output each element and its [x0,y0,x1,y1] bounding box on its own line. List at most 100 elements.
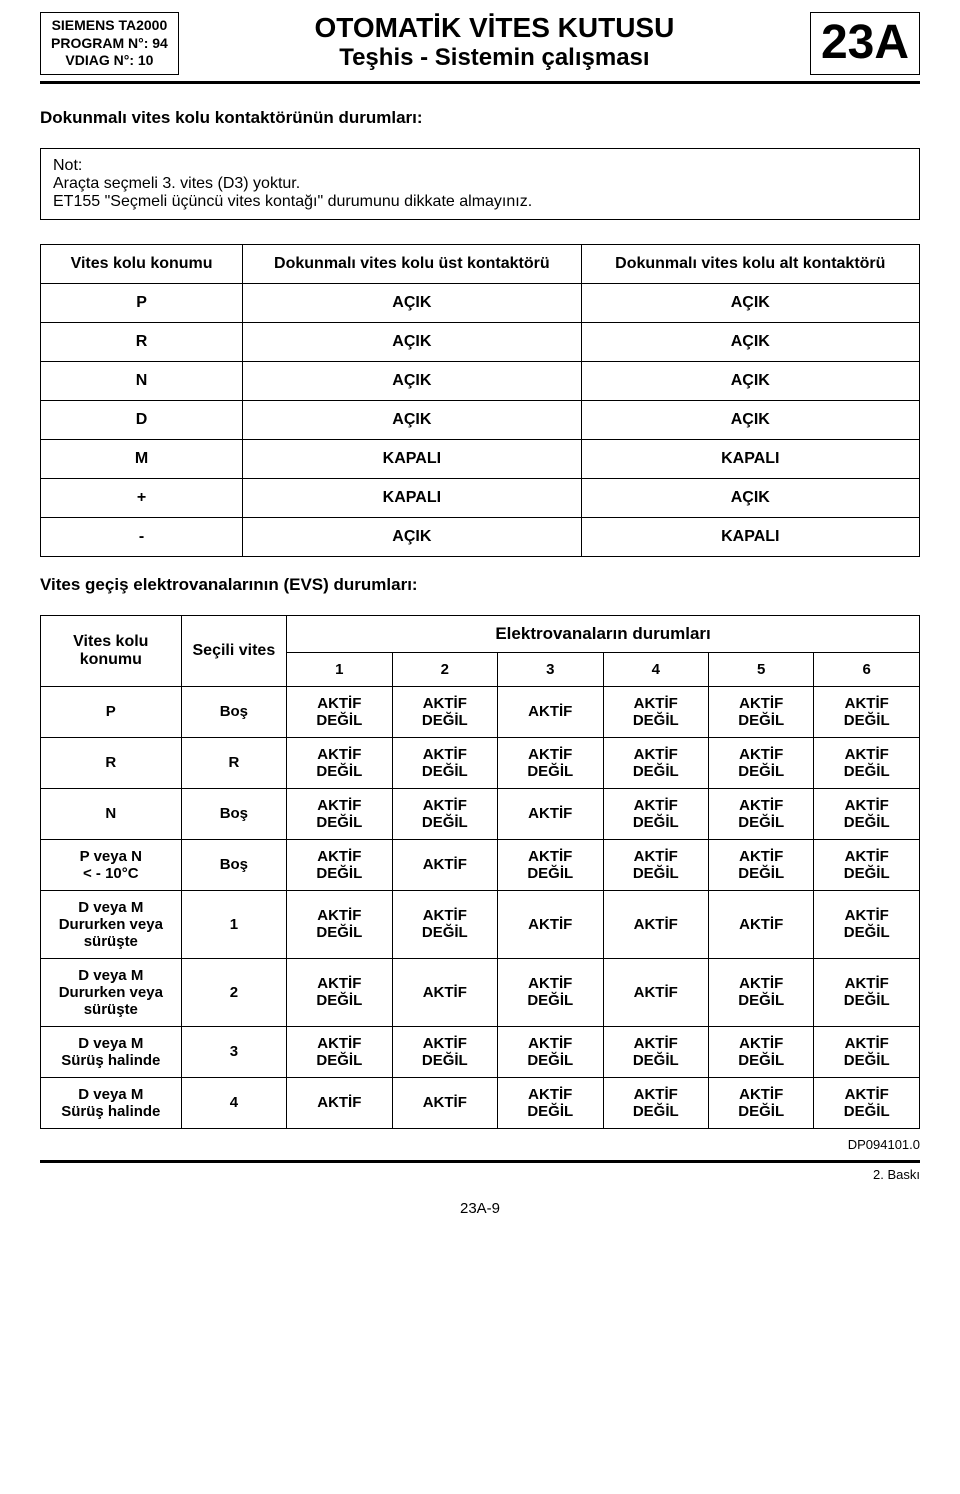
evs-state-cell: AKTİF DEĞİL [603,788,708,839]
title-line-1: OTOMATİK VİTES KUTUSU [195,12,794,44]
state-cell: KAPALI [581,517,919,556]
table-header-row: Vites kolu konumu Seçili vites Elektrova… [41,615,920,652]
title-block: OTOMATİK VİTES KUTUSU Teşhis - Sistemin … [195,12,794,75]
col-header-upper: Dokunmalı vites kolu üst kontaktörü [243,244,581,283]
section1-heading: Dokunmalı vites kolu kontaktörünün durum… [40,108,920,128]
position-cell: D veya M Dururken veya sürüşte [41,958,182,1026]
evs-state-cell: AKTİF DEĞİL [603,839,708,890]
selected-gear-cell: 3 [181,1026,286,1077]
note-line-1: Not: [53,157,907,175]
col-header-position: Vites kolu konumu [41,615,182,686]
evs-state-cell: AKTİF DEĞİL [498,1077,603,1128]
state-cell: KAPALI [243,478,581,517]
evs-state-cell: AKTİF DEĞİL [392,686,497,737]
evs-state-cell: AKTİF [392,839,497,890]
state-cell: KAPALI [243,439,581,478]
evs-state-cell: AKTİF DEĞİL [814,958,920,1026]
col-header-selected-gear: Seçili vites [181,615,286,686]
evs-table: Vites kolu konumu Seçili vites Elektrova… [40,615,920,1129]
position-cell: D veya M Sürüş halinde [41,1077,182,1128]
state-cell: AÇIK [581,478,919,517]
note-line-3: ET155 "Seçmeli üçüncü vites kontağı" dur… [53,193,907,211]
table-header-row: Vites kolu konumu Dokunmalı vites kolu ü… [41,244,920,283]
table-row: MKAPALIKAPALI [41,439,920,478]
evs-state-cell: AKTİF DEĞİL [814,1077,920,1128]
selected-gear-cell: Boş [181,788,286,839]
table-row: PBoşAKTİF DEĞİLAKTİF DEĞİLAKTİFAKTİF DEĞ… [41,686,920,737]
meta-box: SIEMENS TA2000 PROGRAM N°: 94 VDIAG N°: … [40,12,179,75]
meta-line-1: SIEMENS TA2000 [51,17,168,35]
selected-gear-cell: R [181,737,286,788]
evs-state-cell: AKTİF DEĞİL [603,1026,708,1077]
evs-state-cell: AKTİF DEĞİL [287,839,392,890]
evs-state-cell: AKTİF [603,958,708,1026]
evs-state-cell: AKTİF DEĞİL [708,686,813,737]
evs-state-cell: AKTİF DEĞİL [814,1026,920,1077]
contactor-table: Vites kolu konumu Dokunmalı vites kolu ü… [40,244,920,557]
table-row: NBoşAKTİF DEĞİLAKTİF DEĞİLAKTİFAKTİF DEĞ… [41,788,920,839]
evs-state-cell: AKTİF DEĞİL [392,1026,497,1077]
evs-state-cell: AKTİF [392,958,497,1026]
table-row: -AÇIKKAPALI [41,517,920,556]
state-cell: AÇIK [243,361,581,400]
doc-reference: DP094101.0 [40,1137,920,1152]
evs-state-cell: AKTİF DEĞİL [498,737,603,788]
evs-state-cell: AKTİF DEĞİL [498,1026,603,1077]
state-cell: AÇIK [581,361,919,400]
header-rule [40,81,920,84]
evs-state-cell: AKTİF DEĞİL [498,839,603,890]
table-row: PAÇIKAÇIK [41,283,920,322]
section-code: 23A [810,12,920,75]
position-cell: + [41,478,243,517]
evs-state-cell: AKTİF [498,890,603,958]
selected-gear-cell: 4 [181,1077,286,1128]
evs-state-cell: AKTİF DEĞİL [392,890,497,958]
table-row: RRAKTİF DEĞİLAKTİF DEĞİLAKTİF DEĞİLAKTİF… [41,737,920,788]
evs-state-cell: AKTİF DEĞİL [814,788,920,839]
selected-gear-cell: 1 [181,890,286,958]
footer-rule [40,1160,920,1163]
evs-state-cell: AKTİF DEĞİL [287,686,392,737]
table-row: D veya M Dururken veya sürüşte2AKTİF DEĞ… [41,958,920,1026]
col-header-evs-6: 6 [814,652,920,686]
evs-state-cell: AKTİF DEĞİL [392,788,497,839]
page-number: 23A-9 [40,1200,920,1217]
table-row: D veya M Dururken veya sürüşte1AKTİF DEĞ… [41,890,920,958]
selected-gear-cell: 2 [181,958,286,1026]
state-cell: KAPALI [581,439,919,478]
state-cell: AÇIK [243,283,581,322]
evs-state-cell: AKTİF DEĞİL [708,1077,813,1128]
evs-state-cell: AKTİF DEĞİL [708,788,813,839]
col-header-lower: Dokunmalı vites kolu alt kontaktörü [581,244,919,283]
position-cell: P veya N < - 10°C [41,839,182,890]
state-cell: AÇIK [243,322,581,361]
evs-state-cell: AKTİF DEĞİL [708,737,813,788]
evs-state-cell: AKTİF [392,1077,497,1128]
evs-state-cell: AKTİF [287,1077,392,1128]
note-line-2: Araçta seçmeli 3. vites (D3) yoktur. [53,175,907,193]
state-cell: AÇIK [581,283,919,322]
position-cell: P [41,283,243,322]
position-cell: N [41,788,182,839]
col-header-evs-1: 1 [287,652,392,686]
col-header-evs-states: Elektrovanaların durumları [287,615,920,652]
evs-state-cell: AKTİF DEĞİL [814,890,920,958]
evs-state-cell: AKTİF [498,686,603,737]
position-cell: R [41,322,243,361]
state-cell: AÇIK [243,517,581,556]
table-row: DAÇIKAÇIK [41,400,920,439]
state-cell: AÇIK [581,322,919,361]
evs-state-cell: AKTİF DEĞİL [603,737,708,788]
evs-state-cell: AKTİF DEĞİL [814,737,920,788]
col-header-evs-2: 2 [392,652,497,686]
evs-state-cell: AKTİF DEĞİL [708,1026,813,1077]
evs-state-cell: AKTİF DEĞİL [603,686,708,737]
table-row: D veya M Sürüş halinde3AKTİF DEĞİLAKTİF … [41,1026,920,1077]
evs-state-cell: AKTİF DEĞİL [392,737,497,788]
table-row: +KAPALIAÇIK [41,478,920,517]
note-box: Not: Araçta seçmeli 3. vites (D3) yoktur… [40,148,920,220]
col-header-evs-4: 4 [603,652,708,686]
table-row: D veya M Sürüş halinde4AKTİFAKTİFAKTİF D… [41,1077,920,1128]
position-cell: D veya M Sürüş halinde [41,1026,182,1077]
evs-state-cell: AKTİF DEĞİL [287,958,392,1026]
